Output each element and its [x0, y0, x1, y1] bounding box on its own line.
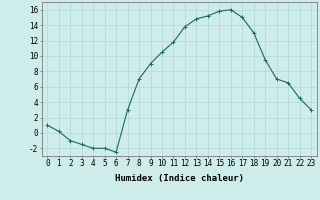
X-axis label: Humidex (Indice chaleur): Humidex (Indice chaleur) [115, 174, 244, 183]
